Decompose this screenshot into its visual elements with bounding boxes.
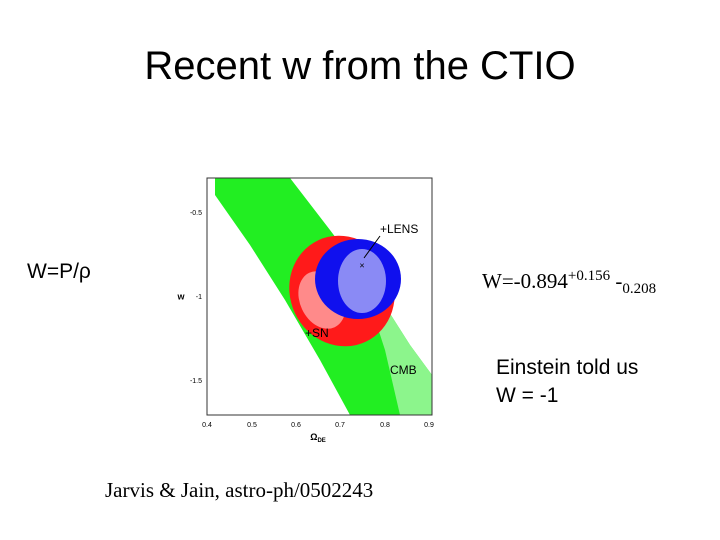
y-axis-label: w xyxy=(176,291,185,301)
lens-pointer xyxy=(363,235,381,259)
x-tick-label: 0.5 xyxy=(247,422,257,429)
note: Einstein told us W = -1 xyxy=(496,356,639,407)
definition: W=P/ρ xyxy=(27,260,91,283)
x-axis-label: ΩDE xyxy=(310,432,326,443)
slide-title: Recent w from the CTIO xyxy=(144,44,576,88)
lens-label: +LENS xyxy=(380,222,418,236)
best-fit-marker: × xyxy=(359,260,364,270)
lens-inner xyxy=(338,249,386,313)
x-tick-label: 0.8 xyxy=(380,422,390,429)
result: W=-0.894+0.156 -0.208 xyxy=(482,268,657,298)
cmb-label: CMB xyxy=(390,363,417,377)
x-tick-label: 0.6 xyxy=(291,422,301,429)
y-tick-label: -0.5 xyxy=(190,210,202,217)
y-tick-label: -1.5 xyxy=(190,378,202,385)
citation: Jarvis & Jain, astro-ph/0502243 xyxy=(105,478,374,502)
sn-label: +SN xyxy=(305,326,329,340)
x-tick-label: 0.9 xyxy=(424,422,434,429)
y-tick-label: -1 xyxy=(196,294,202,301)
contours: × xyxy=(215,178,432,415)
frame xyxy=(206,177,433,416)
x-tick-label: 0.4 xyxy=(202,422,212,429)
x-tick-label: 0.7 xyxy=(335,422,345,429)
